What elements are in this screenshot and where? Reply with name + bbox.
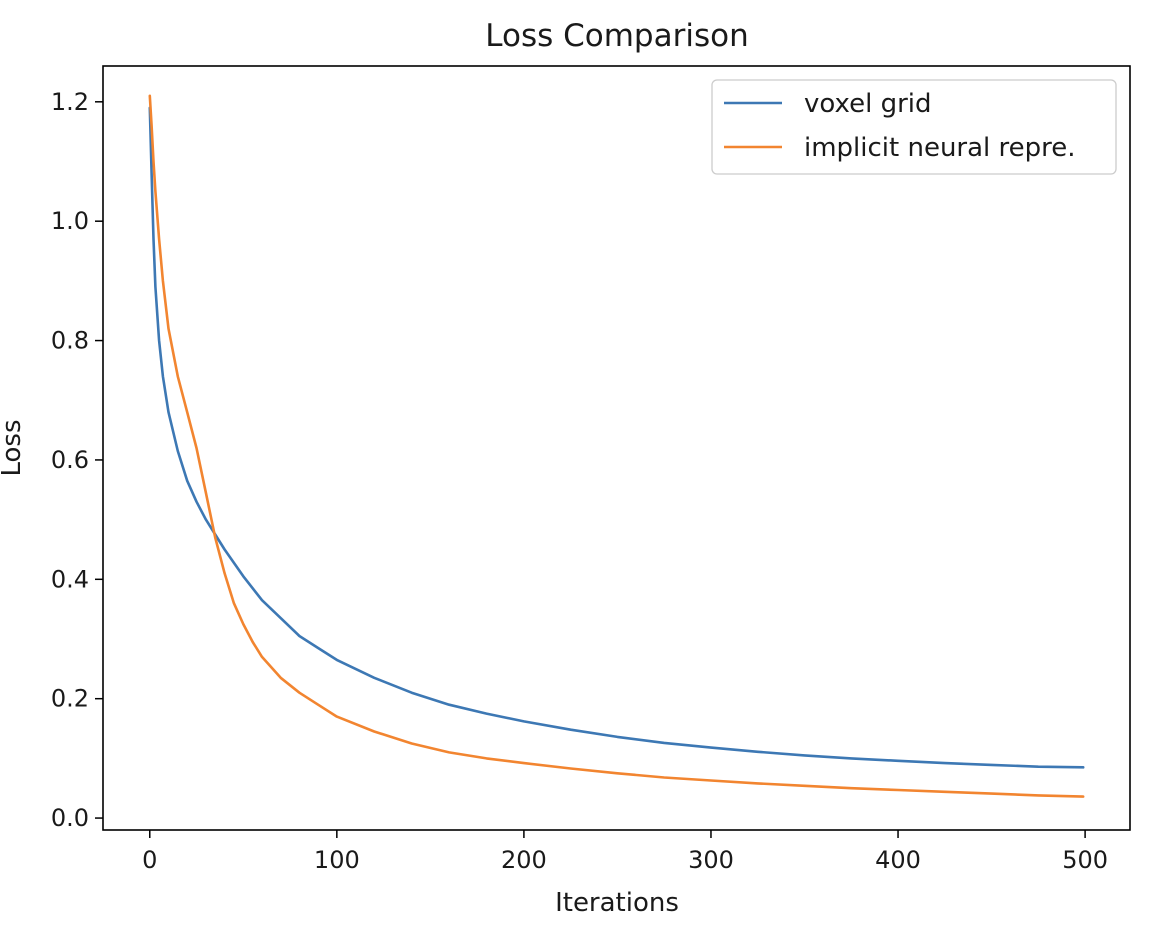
legend-label: implicit neural repre. <box>804 133 1076 163</box>
x-tick-label: 0 <box>142 846 157 874</box>
plot-frame <box>102 65 1131 831</box>
legend-label: voxel grid <box>804 89 932 119</box>
series-line-2 <box>148 94 1085 798</box>
y-tick-label: 0.2 <box>51 685 89 713</box>
x-tick-label: 200 <box>501 846 547 874</box>
y-tick-label: 1.2 <box>51 88 89 116</box>
y-tick-label: 0.8 <box>51 327 89 355</box>
y-axis: 0.0 0.2 0.4 0.6 0.8 1.0 1.2 <box>51 88 103 832</box>
series-line-1 <box>148 106 1085 769</box>
y-tick-label: 0.6 <box>51 446 89 474</box>
chart-title: Loss Comparison <box>485 18 748 54</box>
x-tick-label: 500 <box>1062 846 1108 874</box>
x-tick-label: 100 <box>314 846 360 874</box>
x-axis-label: Iterations <box>555 888 679 918</box>
legend-box <box>711 79 1117 175</box>
legend: voxel grid implicit neural repre. <box>711 79 1117 175</box>
y-tick-label: 1.0 <box>51 207 89 235</box>
y-tick-label: 0.4 <box>51 565 89 593</box>
x-tick-label: 300 <box>688 846 734 874</box>
x-axis: 0 100 200 300 400 500 <box>142 830 1108 874</box>
x-tick-label: 400 <box>875 846 921 874</box>
y-axis-label: Loss <box>0 419 27 476</box>
plot-area <box>148 94 1085 798</box>
y-tick-label: 0.0 <box>51 804 89 832</box>
